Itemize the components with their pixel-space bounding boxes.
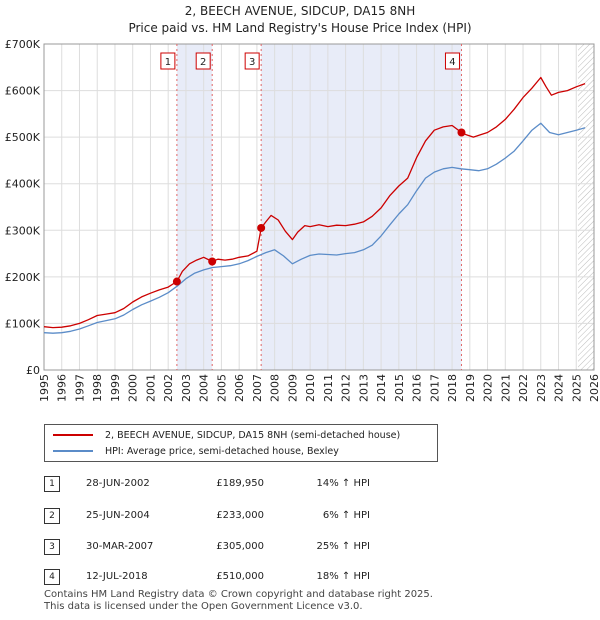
x-tick-label: 2026: [588, 374, 600, 402]
sale-hpi-change: 25% ↑ HPI: [316, 541, 370, 552]
x-tick-label: 2002: [162, 374, 175, 402]
y-tick-label: £200K: [5, 271, 41, 284]
sale-point: [172, 277, 181, 286]
legend-label-property: 2, BEECH AVENUE, SIDCUP, DA15 8NH (semi-…: [105, 429, 401, 441]
x-tick-label: 1998: [91, 374, 104, 402]
x-tick-label: 2008: [269, 374, 282, 402]
x-tick-label: 2011: [322, 374, 335, 402]
sale-price: £189,950: [216, 478, 264, 489]
x-tick-label: 1999: [109, 374, 122, 402]
x-tick-label: 2023: [535, 374, 548, 402]
x-tick-label: 2018: [446, 374, 459, 402]
legend-label-hpi: HPI: Average price, semi-detached house,…: [105, 445, 339, 457]
table-row: 4 12-JUL-2018 £510,000 18% ↑ HPI: [44, 567, 444, 587]
sale-date: 28-JUN-2002: [86, 478, 150, 489]
sale-hpi-change: 18% ↑ HPI: [316, 571, 370, 582]
sale-number-badge: 2: [44, 508, 60, 524]
sale-hpi-change: 6% ↑ HPI: [322, 510, 370, 521]
sale-point: [257, 223, 266, 232]
x-tick-label: 2006: [233, 374, 246, 402]
x-tick-label: 1995: [38, 374, 51, 402]
sale-hpi-change: 14% ↑ HPI: [316, 478, 370, 489]
x-tick-label: 2022: [517, 374, 530, 402]
legend-swatch-hpi: [53, 450, 93, 452]
footer-licence: This data is licensed under the Open Gov…: [44, 601, 363, 612]
x-tick-label: 2007: [251, 374, 264, 402]
footer: Contains HM Land Registry data © Crown c…: [44, 589, 433, 613]
sale-date: 12-JUL-2018: [86, 571, 148, 582]
footer-copyright: Contains HM Land Registry data © Crown c…: [44, 589, 433, 600]
x-tick-label: 2001: [144, 374, 157, 402]
y-tick-label: £400K: [5, 178, 41, 191]
table-row: 1 28-JUN-2002 £189,950 14% ↑ HPI: [44, 474, 444, 494]
sale-label-text: 1: [165, 57, 171, 68]
legend-item-property: 2, BEECH AVENUE, SIDCUP, DA15 8NH (semi-…: [53, 427, 400, 443]
x-tick-label: 2005: [215, 374, 228, 402]
sale-number-badge: 3: [44, 539, 60, 555]
sale-price: £305,000: [216, 541, 264, 552]
series-line-hpi: [43, 122, 586, 334]
price-chart: £0 £100K £200K £300K £400K £500K £600K £700K 199…: [5, 38, 600, 402]
sale-point: [208, 257, 217, 266]
y-tick-label: £100K: [5, 317, 41, 330]
sale-label-text: 2: [200, 57, 206, 68]
x-tick-label: 2020: [482, 374, 495, 402]
legend-swatch-property: [53, 434, 93, 436]
x-tick-label: 2015: [393, 374, 406, 402]
sale-label-box: [444, 52, 460, 70]
x-tick-label: 2017: [428, 374, 441, 402]
table-row: 2 25-JUN-2004 £233,000 6% ↑ HPI: [44, 506, 444, 526]
x-tick-label: 2025: [570, 374, 583, 402]
chart-subtitle: Price paid vs. HM Land Registry's House …: [128, 21, 472, 35]
sale-date: 30-MAR-2007: [86, 541, 154, 552]
sale-label-box: [195, 52, 211, 70]
x-tick-label: 2012: [340, 374, 353, 402]
y-tick-label: £500K: [5, 131, 41, 144]
x-tick-label: 2019: [464, 374, 477, 402]
sale-number-badge: 1: [44, 476, 60, 492]
x-tick-label: 2000: [127, 374, 140, 402]
sale-label-text: 3: [249, 57, 255, 68]
y-tick-label: £300K: [5, 224, 41, 237]
y-tick-label: £0: [26, 364, 40, 377]
sale-price: £510,000: [216, 571, 264, 582]
y-tick-label: £600K: [5, 85, 41, 98]
x-tick-label: 2003: [180, 374, 193, 402]
chart-title: 2, BEECH AVENUE, SIDCUP, DA15 8NH: [184, 4, 416, 18]
forecast-hatch-region: [578, 44, 594, 370]
x-tick-label: 2013: [357, 374, 370, 402]
plot-border: [43, 43, 595, 371]
chart-legend: 2, BEECH AVENUE, SIDCUP, DA15 8NH (semi-…: [44, 424, 438, 462]
x-tick-label: 1996: [56, 374, 69, 402]
sale-date: 25-JUN-2004: [86, 510, 150, 521]
table-row: 3 30-MAR-2007 £305,000 25% ↑ HPI: [44, 537, 444, 557]
sale-label-box: [244, 52, 260, 70]
series-line-property: [43, 76, 586, 329]
sale-point: [457, 128, 466, 137]
shaded-ownership-period: [176, 44, 213, 370]
sale-label-text: 4: [449, 57, 455, 68]
x-tick-label: 2016: [411, 374, 424, 402]
x-tick-label: 2014: [375, 374, 388, 402]
sale-number-badge: 4: [44, 569, 60, 585]
x-tick-label: 2021: [499, 374, 512, 402]
x-tick-label: 1997: [73, 374, 86, 402]
legend-item-hpi: HPI: Average price, semi-detached house,…: [53, 443, 339, 459]
sale-price: £233,000: [216, 510, 264, 521]
x-tick-label: 2024: [553, 374, 566, 402]
y-tick-label: £700K: [5, 38, 41, 51]
sale-label-box: [160, 52, 176, 70]
x-tick-label: 2004: [198, 374, 211, 402]
x-tick-label: 2009: [286, 374, 299, 402]
shaded-ownership-period: [261, 44, 462, 370]
x-tick-label: 2010: [304, 374, 317, 402]
